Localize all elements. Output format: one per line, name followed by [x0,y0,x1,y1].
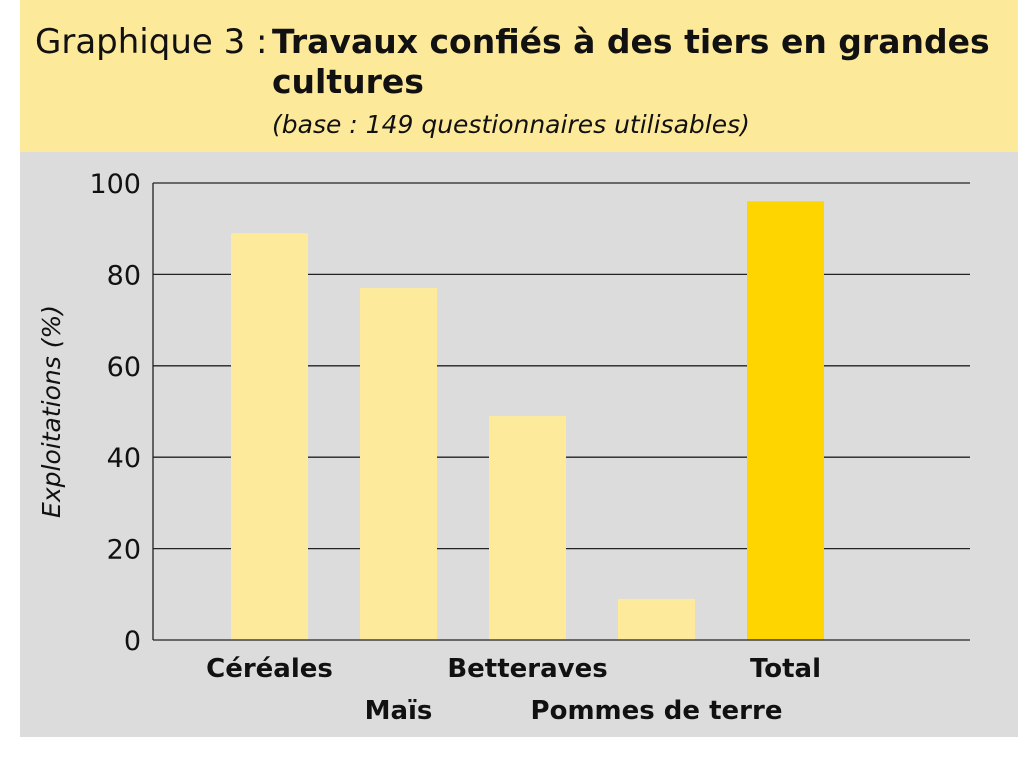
x-category-label: Total [750,654,821,684]
chart-subtitle: (base : 149 questionnaires utilisables) [272,110,750,139]
labels: 0 20 40 60 80 100 Céréales Maïs Betteraves Pommes… [37,169,821,726]
bar-chart: 0 20 40 60 80 100 Céréales Maïs Betteraves Pommes… [37,169,970,726]
x-category-label: Céréales [206,654,333,684]
x-category-label: Pommes de terre [531,696,783,726]
x-category-label: Betteraves [447,654,607,684]
x-category-label: Maïs [365,696,433,726]
y-tick-label: 100 [89,169,141,200]
plot-panel: 0 20 40 60 80 100 Céréales Maïs Betteraves Pommes… [20,152,1018,737]
y-tick-label: 80 [107,260,141,291]
y-tick-label: 60 [107,352,141,383]
bar-1 [231,233,308,640]
bars [231,201,824,640]
figure-number: Graphique 3 : [35,22,268,62]
y-tick-label: 40 [107,443,141,474]
bar-4 [618,598,695,640]
chart-title: Travaux confiés à des tiers en grandes c… [272,22,990,101]
y-axis-title: Exploitations (%) [37,305,66,518]
bar-3 [489,416,566,640]
axes [152,183,970,641]
chart-header: Graphique 3 : Travaux confiés à des tier… [20,0,1018,152]
bar-2 [360,288,437,640]
y-tick-label: 20 [107,535,141,566]
y-tick-label: 0 [124,626,141,657]
bar-5 [747,201,824,640]
